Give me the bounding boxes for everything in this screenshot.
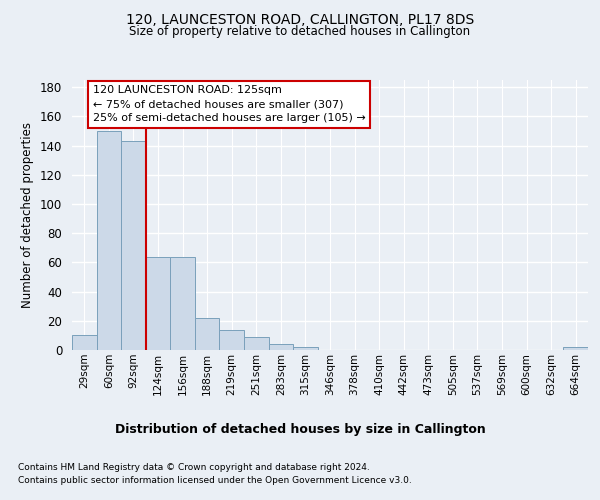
Text: Distribution of detached houses by size in Callington: Distribution of detached houses by size … xyxy=(115,422,485,436)
Text: 120, LAUNCESTON ROAD, CALLINGTON, PL17 8DS: 120, LAUNCESTON ROAD, CALLINGTON, PL17 8… xyxy=(126,12,474,26)
Bar xyxy=(563,347,588,350)
Text: Contains HM Land Registry data © Crown copyright and database right 2024.: Contains HM Land Registry data © Crown c… xyxy=(18,462,370,471)
Bar xyxy=(195,318,220,350)
Bar xyxy=(121,142,146,350)
Bar xyxy=(293,347,318,350)
Bar xyxy=(146,256,170,350)
Y-axis label: Number of detached properties: Number of detached properties xyxy=(22,122,34,308)
Bar xyxy=(269,344,293,350)
Bar xyxy=(72,336,97,350)
Bar xyxy=(244,337,269,350)
Bar xyxy=(97,131,121,350)
Text: 120 LAUNCESTON ROAD: 125sqm
← 75% of detached houses are smaller (307)
25% of se: 120 LAUNCESTON ROAD: 125sqm ← 75% of det… xyxy=(92,86,365,124)
Text: Size of property relative to detached houses in Callington: Size of property relative to detached ho… xyxy=(130,25,470,38)
Bar xyxy=(220,330,244,350)
Text: Contains public sector information licensed under the Open Government Licence v3: Contains public sector information licen… xyxy=(18,476,412,485)
Bar xyxy=(170,256,195,350)
